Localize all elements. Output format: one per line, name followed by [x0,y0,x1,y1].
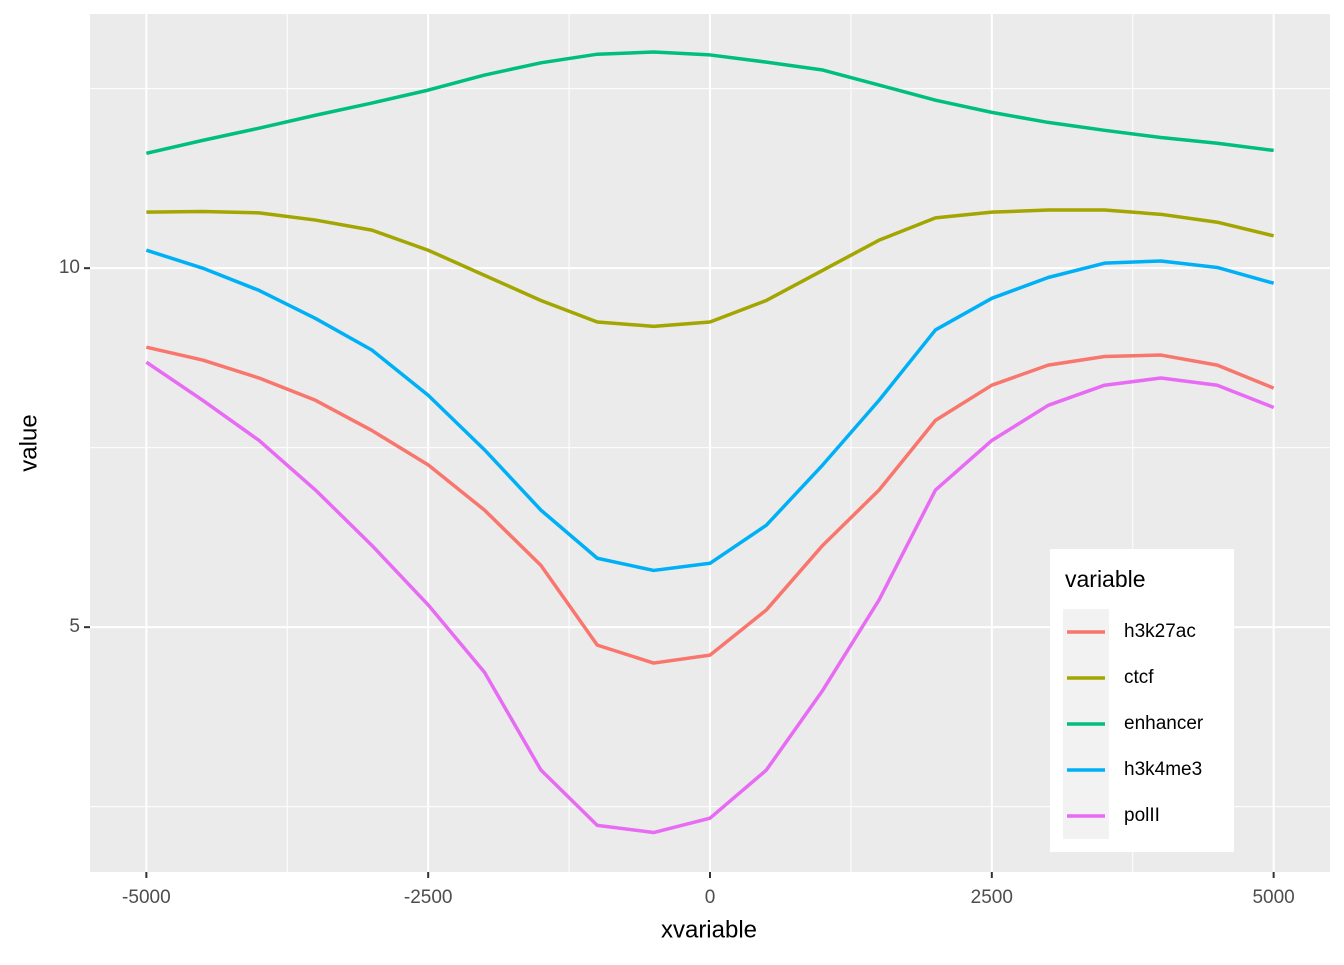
legend-label: ctcf [1124,667,1154,688]
x-tick-label: 0 [705,887,716,908]
line [145,50,1274,155]
legend-label: h3k27ac [1124,621,1196,642]
legend-label: polII [1124,805,1160,826]
y-axis-title: value [15,414,42,471]
line [146,208,1275,329]
x-tick-label: 5000 [1252,887,1294,908]
x-axis-title: xvariable [661,916,757,943]
y-tick-label: 5 [69,616,80,637]
legend-title: variable [1065,566,1146,592]
x-tick-label: -5000 [122,887,171,908]
x-tick-label: -2500 [404,887,453,908]
line [145,248,1275,573]
y-tick-label: 10 [59,257,80,278]
line [145,345,1275,665]
line [145,360,1275,835]
legend-label: h3k4me3 [1124,759,1202,780]
x-tick-label: 2500 [971,887,1013,908]
legend-label: enhancer [1124,713,1204,734]
